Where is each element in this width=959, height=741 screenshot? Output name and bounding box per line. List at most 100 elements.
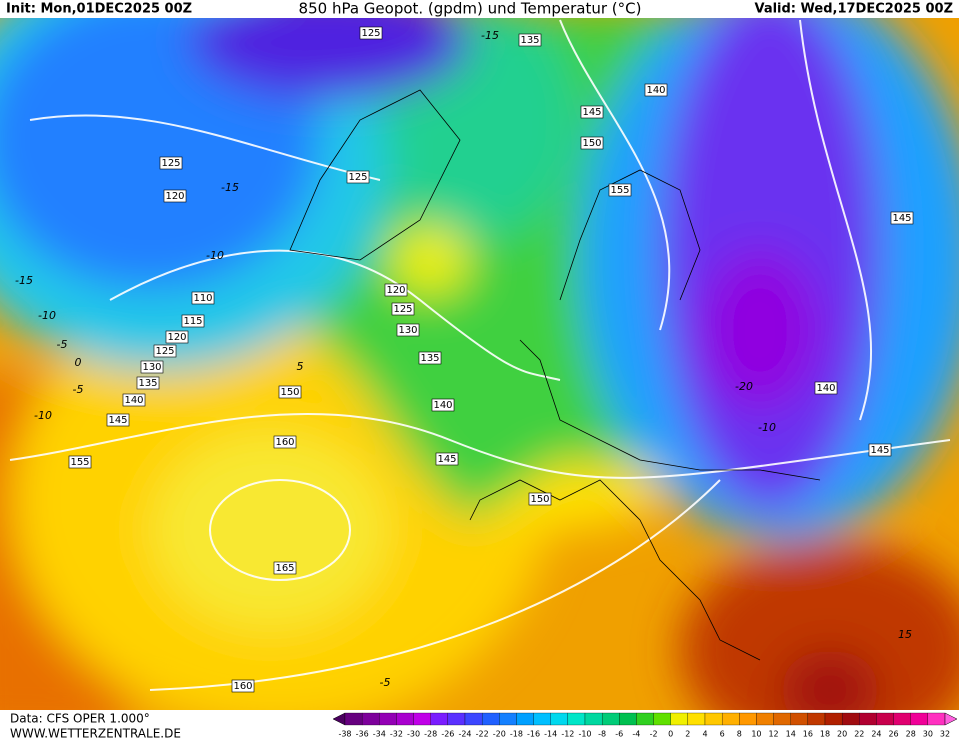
isotherm-label: -15 — [481, 29, 499, 42]
scale-label: 0 — [668, 730, 673, 739]
scale-label: 28 — [906, 730, 916, 739]
contour-label-box — [273, 435, 297, 449]
scale-label: 30 — [923, 730, 933, 739]
scale-label: 16 — [803, 730, 813, 739]
contour-label: 140 — [816, 383, 835, 394]
contour-label: 135 — [138, 378, 157, 389]
contour-label-box — [159, 156, 183, 170]
scale-box — [601, 712, 620, 726]
contour-label-box — [136, 376, 160, 390]
contour-label: 130 — [142, 362, 161, 373]
contour-label: 160 — [275, 437, 294, 448]
contour-label-box — [431, 398, 455, 412]
contour-label: 145 — [870, 445, 889, 456]
contour-label: 115 — [183, 316, 202, 327]
scale-box — [379, 712, 397, 726]
contour-label-box — [396, 323, 420, 337]
contour-label: 135 — [520, 35, 539, 46]
data-source: Data: CFS OPER 1.000° — [10, 712, 150, 726]
contour-label-box — [191, 291, 215, 305]
contour-label-box — [231, 679, 255, 693]
contour-label: 155 — [70, 457, 89, 468]
scale-label: 12 — [768, 730, 778, 739]
contour-label-box — [580, 105, 604, 119]
contour-label: 135 — [420, 353, 439, 364]
contour-label: 125 — [393, 304, 412, 315]
scale-label: 32 — [940, 730, 950, 739]
scale-label: -12 — [561, 730, 574, 739]
scale-label: 6 — [720, 730, 725, 739]
scale-label: -10 — [578, 730, 591, 739]
contour-label: 160 — [233, 681, 252, 692]
scale-label: -32 — [390, 730, 403, 739]
isotherm-label: -20 — [735, 380, 753, 393]
scale-box — [893, 712, 911, 726]
isotherm-label: 0 — [75, 356, 82, 369]
scale-label: -36 — [356, 730, 369, 739]
init-label: Init: Mon,01DEC2025 00Z — [6, 2, 192, 17]
scale-box — [396, 712, 414, 726]
site-url: WWW.WETTERZENTRALE.DE — [10, 727, 181, 741]
scale-box — [567, 712, 586, 726]
scale-label: 20 — [837, 730, 847, 739]
scale-label: 2 — [685, 730, 690, 739]
scale-box — [430, 712, 449, 726]
scale-box — [464, 712, 483, 726]
scale-label: -22 — [476, 730, 489, 739]
isotherm-label: -10 — [206, 249, 224, 262]
scale-box — [670, 712, 689, 726]
isotherm-label: 15 — [898, 628, 912, 641]
contour-label: 125 — [155, 346, 174, 357]
contour-label: 145 — [582, 107, 601, 118]
valid-label: Valid: Wed,17DEC2025 00Z — [754, 2, 953, 17]
scale-label: -24 — [458, 730, 471, 739]
contour-label-box — [346, 170, 370, 184]
scale-box — [773, 712, 791, 726]
map-title: 850 hPa Geopot. (gpdm) und Temperatur (°… — [299, 0, 642, 18]
contour-label-box — [273, 561, 297, 575]
isotherm-label: -10 — [34, 409, 52, 422]
scale-label: 8 — [737, 730, 742, 739]
isotherm-label: 5 — [297, 360, 304, 373]
scale-label: -26 — [441, 730, 454, 739]
scale-arrow-right — [944, 712, 958, 726]
scale-box — [653, 712, 671, 726]
scale-box — [790, 712, 809, 726]
isotherm-label: -10 — [758, 421, 776, 434]
scale-label: 26 — [888, 730, 898, 739]
scale-box — [756, 712, 774, 726]
scale-box — [704, 712, 723, 726]
isotherm-label: -10 — [38, 309, 56, 322]
scale-box — [687, 712, 706, 726]
contour-label-box — [122, 393, 146, 407]
contour-label: 165 — [275, 563, 294, 574]
contour-label: 120 — [167, 332, 186, 343]
contour-label: 110 — [193, 293, 212, 304]
scale-box — [550, 712, 569, 726]
contour-label-box — [165, 330, 189, 344]
contour-label: 150 — [582, 138, 601, 149]
contour-label: 150 — [280, 387, 299, 398]
scale-box — [533, 712, 551, 726]
contour-label: 155 — [610, 185, 629, 196]
scale-box — [516, 712, 534, 726]
contour-label: 125 — [348, 172, 367, 183]
scale-box — [584, 712, 603, 726]
contour-label: 145 — [108, 415, 127, 426]
scale-label: 24 — [871, 730, 881, 739]
scale-box — [636, 712, 654, 726]
isotherm-label: -15 — [15, 274, 33, 287]
contour-label: 125 — [361, 28, 380, 39]
contour-label: 145 — [892, 213, 911, 224]
scale-box — [344, 712, 363, 726]
contour-label: 120 — [386, 285, 405, 296]
scale-box — [807, 712, 826, 726]
scale-label: -38 — [338, 730, 351, 739]
contour-label: 120 — [165, 191, 184, 202]
contour-label: 130 — [398, 325, 417, 336]
contour-label-box — [814, 381, 838, 395]
isotherm-label: -5 — [73, 383, 84, 396]
contour-label-box — [384, 283, 408, 297]
contour-label-box — [644, 83, 668, 97]
